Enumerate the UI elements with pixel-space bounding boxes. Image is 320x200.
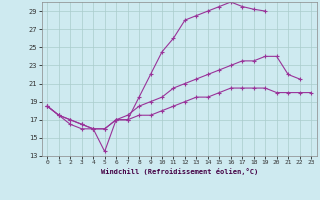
X-axis label: Windchill (Refroidissement éolien,°C): Windchill (Refroidissement éolien,°C) bbox=[100, 168, 258, 175]
